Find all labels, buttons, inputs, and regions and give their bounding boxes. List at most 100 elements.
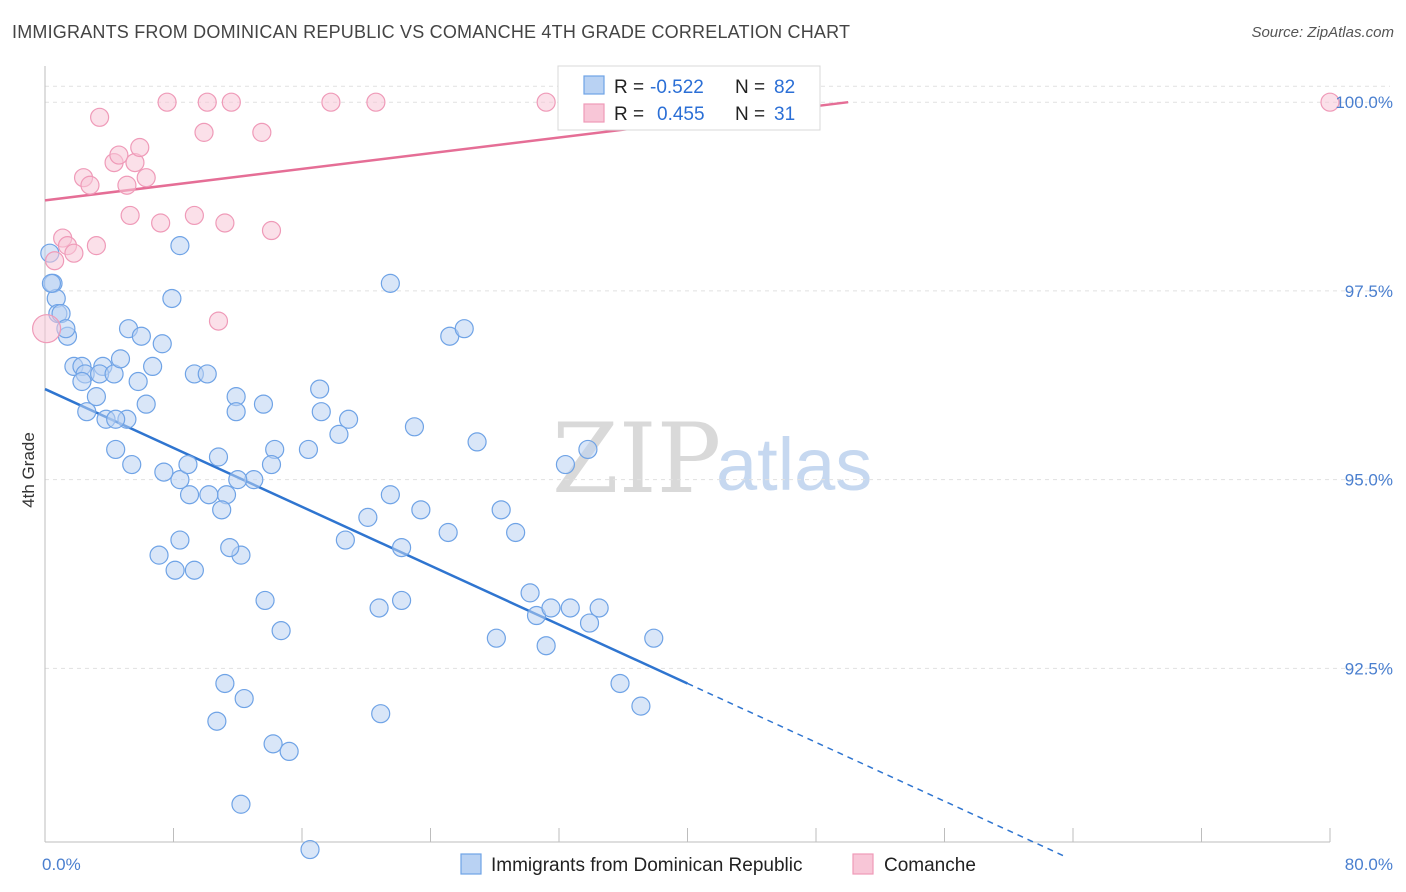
data-point (371, 704, 391, 724)
data-point (136, 394, 156, 414)
data-point (234, 688, 254, 709)
data-point (197, 364, 217, 384)
legend-r-label-comanche: R = (614, 104, 644, 125)
data-point (110, 349, 131, 369)
data-point (610, 673, 630, 694)
grid-lines (45, 85, 1390, 669)
data-point (255, 590, 275, 611)
data-point (541, 598, 561, 618)
data-point (369, 598, 389, 618)
data-point (77, 402, 97, 422)
data-point (631, 696, 651, 716)
data-point (467, 432, 487, 452)
data-point (261, 454, 282, 475)
legend-swatch-dominican (583, 75, 605, 95)
data-point (152, 334, 172, 354)
data-point (310, 379, 330, 399)
series-legend-label-dominican: Immigrants from Dominican Republic (491, 855, 803, 876)
data-point (80, 175, 100, 195)
data-point (106, 409, 126, 429)
legend-swatch-comanche (583, 103, 605, 123)
data-point (208, 447, 229, 467)
data-point (197, 92, 217, 112)
data-point (215, 213, 235, 233)
data-point (338, 409, 359, 429)
data-point (86, 387, 107, 407)
x-tick-label-1: 80.0% (1345, 855, 1393, 874)
data-point (157, 92, 177, 112)
watermark-zip: ZIP (552, 403, 721, 515)
x-tick-label-0: 0.0% (42, 855, 81, 874)
data-point (207, 711, 227, 731)
data-point (536, 636, 556, 656)
data-point (358, 507, 378, 527)
trend-extension-0 (687, 682, 1066, 858)
y-axis-label: 4th Grade (19, 432, 38, 508)
legend-n-value-dominican: 82 (774, 77, 795, 98)
data-point (261, 220, 282, 241)
data-point (215, 673, 235, 694)
data-point (106, 439, 126, 460)
data-point (179, 485, 200, 505)
data-point (1320, 92, 1340, 112)
data-point (131, 326, 151, 346)
watermark: ZIP atlas (552, 403, 872, 515)
series-legend-swatch-dominican (460, 853, 482, 875)
data-point (438, 522, 458, 543)
y-tick-label-0: 92.5% (1345, 659, 1393, 678)
data-point (45, 251, 65, 271)
data-point (244, 470, 264, 490)
data-point (221, 92, 241, 112)
data-point (486, 628, 506, 648)
data-point (165, 560, 185, 580)
data-point (64, 243, 84, 263)
data-point (391, 537, 412, 558)
data-point (391, 590, 412, 611)
data-point (380, 273, 400, 293)
data-point (212, 500, 232, 520)
series-legend: Immigrants from Dominican Republic Coman… (460, 853, 976, 876)
data-point (279, 741, 299, 762)
data-point (136, 168, 156, 188)
data-point (555, 454, 576, 475)
data-point (454, 319, 474, 339)
axes (44, 66, 1331, 843)
data-point (72, 371, 92, 392)
data-point (122, 454, 142, 475)
data-point (300, 839, 320, 860)
data-point (41, 273, 62, 293)
data-points (32, 92, 1340, 860)
chart-title: IMMIGRANTS FROM DOMINICAN REPUBLIC VS CO… (12, 22, 851, 42)
x-tick-labels: 0.0% 80.0% (42, 855, 1393, 874)
series-legend-label-comanche: Comanche (884, 855, 976, 876)
y-tick-label-3: 100.0% (1335, 93, 1393, 112)
data-point (220, 537, 240, 558)
data-point (380, 485, 400, 505)
data-point (32, 314, 62, 344)
data-point (271, 621, 291, 641)
legend-n-value-comanche: 31 (774, 104, 795, 125)
data-point (184, 205, 204, 226)
data-point (491, 500, 511, 520)
data-point (170, 470, 190, 490)
data-point (143, 356, 163, 377)
data-point (178, 454, 198, 475)
data-point (199, 485, 219, 505)
data-point (162, 288, 182, 309)
data-point (184, 560, 204, 580)
y-tick-label-1: 95.0% (1345, 471, 1393, 490)
source-credit: Source: ZipAtlas.com (1251, 24, 1394, 41)
data-point (404, 417, 425, 437)
data-point (411, 500, 431, 520)
data-point (560, 598, 580, 618)
data-point (151, 213, 171, 233)
data-point (644, 628, 664, 648)
data-point (579, 613, 600, 633)
data-point (366, 92, 386, 112)
data-point (298, 439, 319, 460)
data-point (228, 470, 248, 490)
data-point (311, 402, 331, 422)
stats-legend: R = -0.522 N = 82 R = 0.455 N = 31 (557, 65, 821, 131)
data-point (231, 794, 251, 814)
